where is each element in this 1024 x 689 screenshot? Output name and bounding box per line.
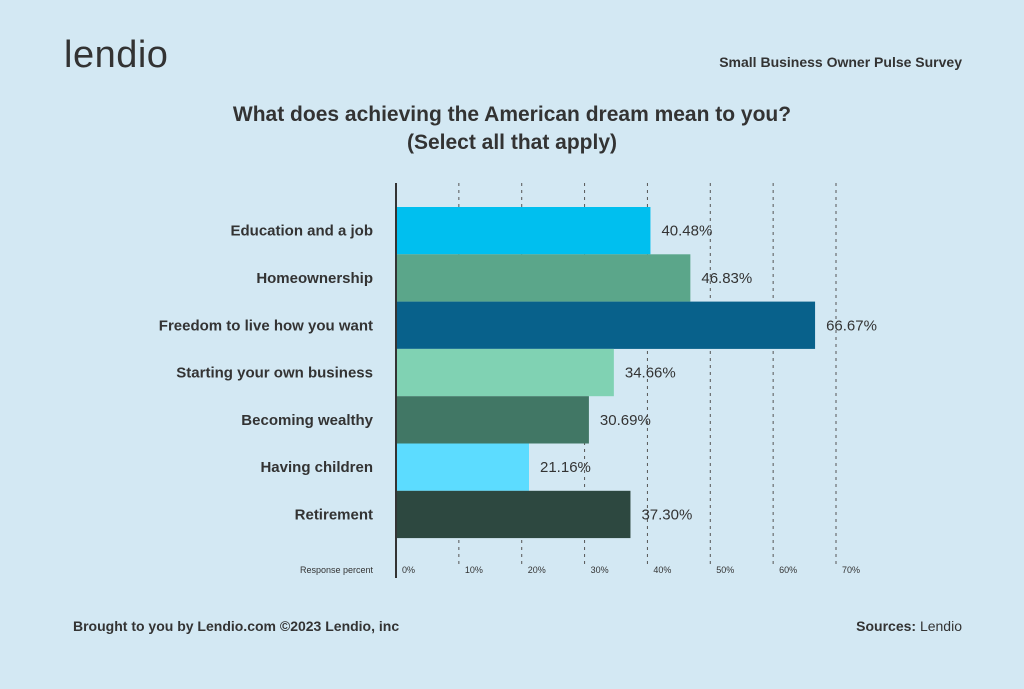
tick-label-60: 60% — [779, 565, 797, 575]
value-label-3: 34.66% — [625, 365, 676, 382]
value-label-2: 66.67% — [826, 317, 877, 334]
category-label-0: Education and a job — [230, 223, 373, 240]
tick-label-30: 30% — [591, 565, 609, 575]
x-axis-label: Response percent — [300, 565, 374, 575]
tick-label-0: 0% — [402, 565, 415, 575]
category-label-1: Homeownership — [256, 270, 373, 287]
bar-2 — [396, 301, 816, 349]
chart-title: What does achieving the American dream m… — [232, 103, 792, 126]
category-label-3: Starting your own business — [176, 365, 373, 382]
bar-6 — [396, 490, 631, 539]
value-label-1: 46.83% — [701, 270, 752, 287]
chart-title-block: What does achieving the American dream m… — [0, 101, 1024, 157]
survey-name: Small Business Owner Pulse Survey — [719, 54, 962, 70]
tick-label-70: 70% — [842, 565, 860, 575]
category-label-5: Having children — [260, 459, 373, 476]
bar-3 — [396, 348, 614, 397]
bar-0 — [396, 207, 651, 255]
value-label-6: 37.30% — [641, 506, 692, 523]
tick-label-20: 20% — [528, 565, 546, 575]
lendio-logo: lendio — [64, 34, 169, 76]
value-label-0: 40.48% — [661, 223, 712, 240]
bar-4 — [396, 396, 589, 444]
tick-label-10: 10% — [465, 565, 483, 575]
bar-1 — [396, 254, 691, 302]
category-label-6: Retirement — [295, 506, 373, 523]
chart-subtitle: (Select all that apply) — [406, 131, 618, 154]
tick-label-50: 50% — [716, 565, 734, 575]
tick-label-40: 40% — [653, 565, 671, 575]
value-label-5: 21.16% — [540, 459, 591, 476]
sources-value: Lendio — [916, 618, 962, 634]
bar-5 — [396, 443, 530, 491]
category-label-4: Becoming wealthy — [241, 412, 373, 429]
category-label-2: Freedom to live how you want — [159, 317, 373, 334]
footer-sources: Sources: Lendio — [856, 618, 962, 634]
footer-credit: Brought to you by Lendio.com ©2023 Lendi… — [73, 618, 400, 634]
sources-label: Sources: — [856, 618, 917, 634]
value-label-4: 30.69% — [600, 412, 651, 429]
